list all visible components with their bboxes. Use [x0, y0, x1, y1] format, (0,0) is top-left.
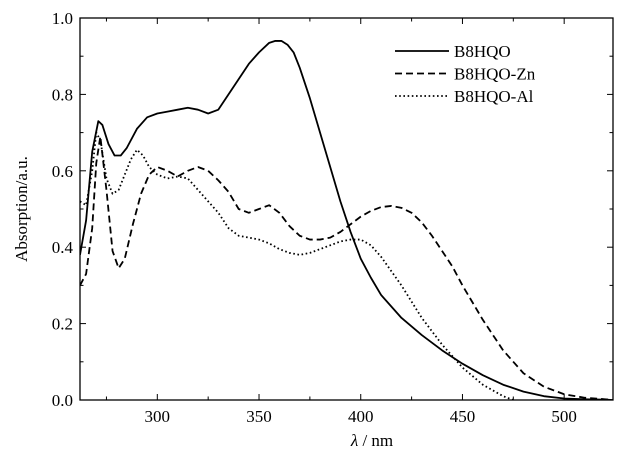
- x-tick-label: 450: [450, 407, 476, 426]
- legend: B8HQO B8HQO-Zn B8HQO-Al: [395, 42, 536, 106]
- legend-label: B8HQO-Al: [454, 87, 534, 106]
- y-tick-label: 0.6: [52, 162, 73, 181]
- ticks-layer: 300 350 400 450 500 0.0 0.2 0.4 0.6 0.8 1.0: [52, 9, 613, 426]
- x-axis-unit: / nm: [358, 431, 393, 450]
- legend-label: B8HQO-Zn: [454, 65, 536, 84]
- y-tick-label: 0.8: [52, 85, 73, 104]
- y-tick-label: 0.4: [52, 238, 74, 257]
- series-layer: [80, 40, 613, 400]
- x-tick-label: 400: [348, 407, 374, 426]
- y-tick-label: 0.0: [52, 391, 73, 410]
- series-line-2: [80, 131, 514, 400]
- x-axis-symbol: λ: [350, 431, 358, 450]
- x-tick-label: 300: [145, 407, 171, 426]
- y-tick-label: 0.2: [52, 315, 73, 334]
- series-line-0: [80, 40, 613, 400]
- x-tick-label: 350: [246, 407, 272, 426]
- x-axis-title: λ / nm: [350, 431, 393, 450]
- x-tick-label: 500: [551, 407, 577, 426]
- y-tick-label: 1.0: [52, 9, 73, 28]
- legend-label: B8HQO: [454, 42, 511, 61]
- y-axis-title: Absorption/a.u.: [12, 156, 31, 262]
- series-line-1: [80, 135, 613, 400]
